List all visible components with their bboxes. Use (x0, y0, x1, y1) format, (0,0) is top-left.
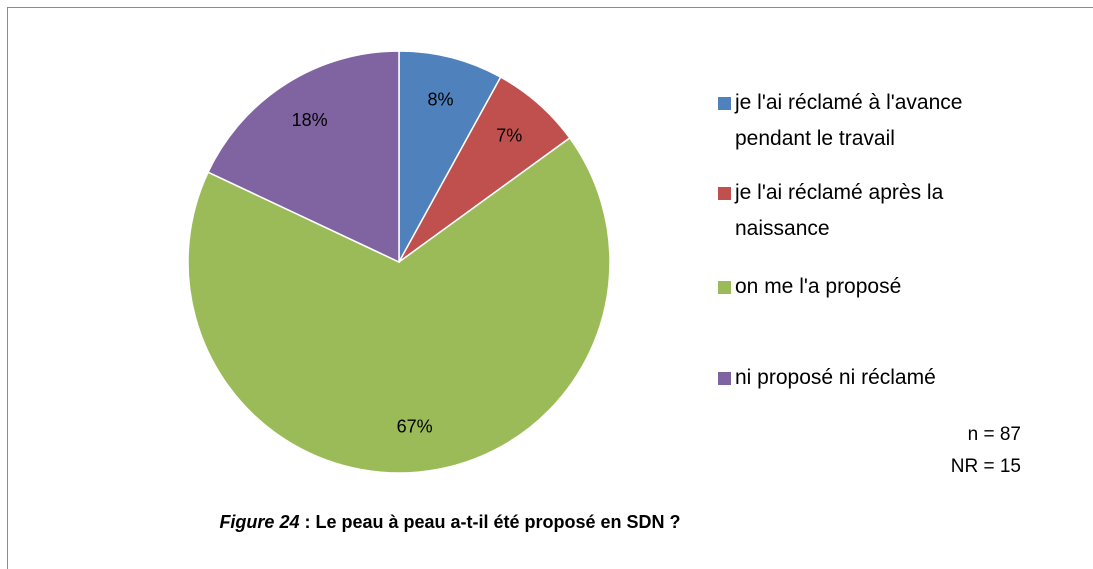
legend-swatch (718, 281, 731, 294)
annotation: n = 87 (967, 424, 1021, 445)
frame (7, 7, 1093, 569)
legend-swatch (718, 372, 731, 385)
annotation: NR = 15 (950, 456, 1021, 477)
legend-label: ni proposé ni réclamé (735, 366, 936, 389)
caption: Figure 24 : Le peau à peau a-t-il été pr… (0, 512, 900, 533)
legend-label: je l'ai réclamé après la naissance (735, 181, 944, 240)
legend-item: ni proposé ni réclamé (718, 360, 1018, 396)
pie-slice (207, 50, 400, 264)
legend-item: je l'ai réclamé à l'avance pendant le tr… (718, 85, 1018, 157)
caption-text: : Le peau à peau a-t-il été proposé en S… (304, 512, 681, 532)
data-label: 7% (496, 126, 522, 146)
data-label: 67% (397, 417, 433, 437)
data-label: 8% (427, 89, 453, 109)
legend-swatch (718, 97, 731, 110)
figure-label: Figure 24 (219, 512, 300, 532)
legend-item: on me l'a proposé (718, 269, 1018, 305)
legend-swatch (718, 187, 731, 200)
pie-slice (187, 136, 611, 474)
data-label: 18% (292, 110, 328, 130)
legend-item: je l'ai réclamé après la naissance (718, 175, 1018, 247)
legend-label: on me l'a proposé (735, 275, 902, 298)
legend-label: je l'ai réclamé à l'avance pendant le tr… (735, 91, 963, 150)
pie-slice (398, 50, 502, 263)
